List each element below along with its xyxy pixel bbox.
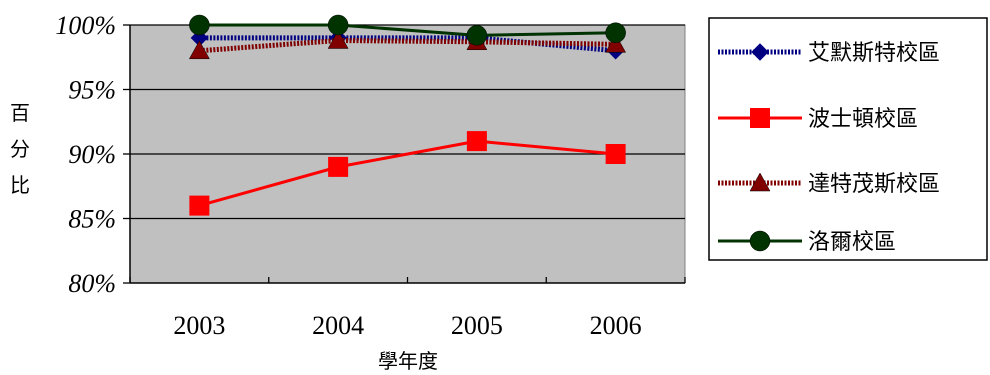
y-axis-title-char: 分 <box>10 137 30 161</box>
legend-marker <box>749 172 771 192</box>
y-tick-label: 95% <box>68 76 116 105</box>
data-point <box>466 25 488 46</box>
x-tick-labels: 2003 2004 2005 2006 <box>173 311 641 340</box>
y-tick-label: 100% <box>55 11 116 40</box>
y-tick-labels: 80% 85% 90% 95% 100% <box>55 11 116 298</box>
axes <box>129 25 686 284</box>
legend-item: 艾默斯特校區 <box>718 41 940 66</box>
y-axis-title: 百分比 <box>10 101 30 197</box>
data-point <box>466 131 487 152</box>
data-point <box>327 14 349 36</box>
y-tick-label: 80% <box>68 269 116 298</box>
series-3 <box>189 14 626 46</box>
legend-marker <box>750 108 770 128</box>
series-line <box>198 139 616 208</box>
data-point <box>605 144 626 164</box>
x-tick-label: 2005 <box>451 311 503 340</box>
data-point <box>188 40 210 60</box>
data-point <box>605 22 626 43</box>
legend-marker <box>751 43 769 61</box>
legend-marker <box>749 230 771 252</box>
data-point <box>328 156 349 177</box>
y-axis-title-char: 比 <box>10 173 30 197</box>
legend-item: 波士頓校區 <box>718 107 918 132</box>
x-tick-label: 2004 <box>312 311 364 340</box>
y-axis-title-char: 百 <box>10 101 30 125</box>
series <box>188 14 627 216</box>
legend-item: 洛爾校區 <box>718 230 896 255</box>
data-point <box>189 195 210 216</box>
series-line <box>199 37 616 54</box>
legend-box <box>708 17 988 261</box>
x-tick-label: 2003 <box>173 311 225 340</box>
legend-label: 達特茂斯校區 <box>808 172 940 197</box>
series-line <box>199 23 616 37</box>
series-1 <box>189 131 626 216</box>
legend-item: 達特茂斯校區 <box>718 172 940 197</box>
y-tick-label: 85% <box>68 205 116 234</box>
legend-label: 艾默斯特校區 <box>808 41 940 66</box>
data-point <box>605 33 627 53</box>
data-point <box>327 29 349 49</box>
legend-label: 洛爾校區 <box>808 230 896 255</box>
data-point <box>189 14 210 36</box>
x-axis-title: 學年度 <box>378 349 438 373</box>
y-tick-label: 90% <box>68 140 116 169</box>
legend-label: 波士頓校區 <box>808 107 918 132</box>
x-tick-label: 2006 <box>590 311 642 340</box>
